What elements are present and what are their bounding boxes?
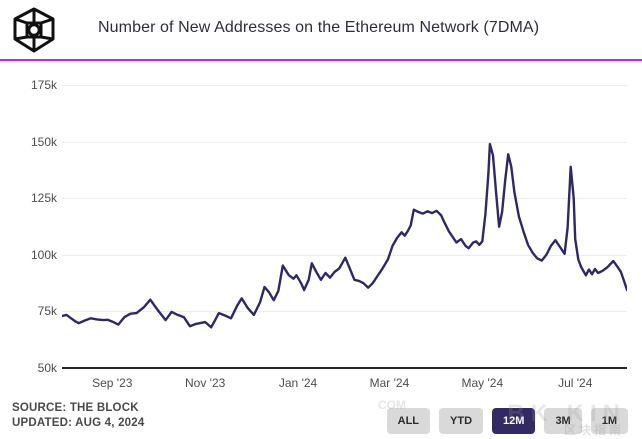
range-button-12m[interactable]: 12M <box>492 408 536 434</box>
y-gridline <box>62 85 627 87</box>
accent-divider <box>0 59 642 61</box>
y-axis-tick-label: 100k <box>30 247 57 262</box>
source-line: SOURCE: THE BLOCK <box>12 402 139 414</box>
y-gridline <box>62 254 627 256</box>
x-axis-tick-label: May '24 <box>461 376 504 390</box>
chart-plot-area[interactable] <box>60 65 629 368</box>
series-line-new-addresses <box>60 142 629 329</box>
range-button-3m[interactable]: 3M <box>544 408 582 434</box>
y-axis-tick-label: 175k <box>30 78 57 93</box>
y-axis-tick-label: 75k <box>37 304 57 319</box>
source-attribution: SOURCE: THE BLOCK UPDATED: AUG 4, 2024 <box>12 401 144 431</box>
x-axis-line <box>62 367 627 369</box>
range-button-all[interactable]: ALL <box>386 408 431 434</box>
y-gridline <box>62 198 627 200</box>
x-axis-tick-label: Jul '24 <box>558 376 593 390</box>
x-axis-tick-label: Jan '24 <box>278 376 318 390</box>
y-axis-tick-label: 125k <box>30 191 57 206</box>
updated-line: UPDATED: AUG 4, 2024 <box>12 417 145 429</box>
y-gridline <box>62 141 627 143</box>
the-block-logo-icon <box>13 7 55 53</box>
y-axis-tick-label: 150k <box>30 134 57 149</box>
chart-title: Number of New Addresses on the Ethereum … <box>98 19 540 36</box>
y-gridline <box>62 311 627 313</box>
range-button-ytd[interactable]: YTD <box>439 408 484 434</box>
x-axis-tick-label: Nov '23 <box>184 376 226 390</box>
range-button-1m[interactable]: 1M <box>590 408 628 434</box>
time-range-button-group: ALL YTD 12M 3M 1M <box>386 408 628 434</box>
x-axis-tick-label: Mar '24 <box>369 376 410 390</box>
y-axis-tick-label: 50k <box>37 361 57 375</box>
x-axis-tick-label: Sep '23 <box>92 376 133 390</box>
